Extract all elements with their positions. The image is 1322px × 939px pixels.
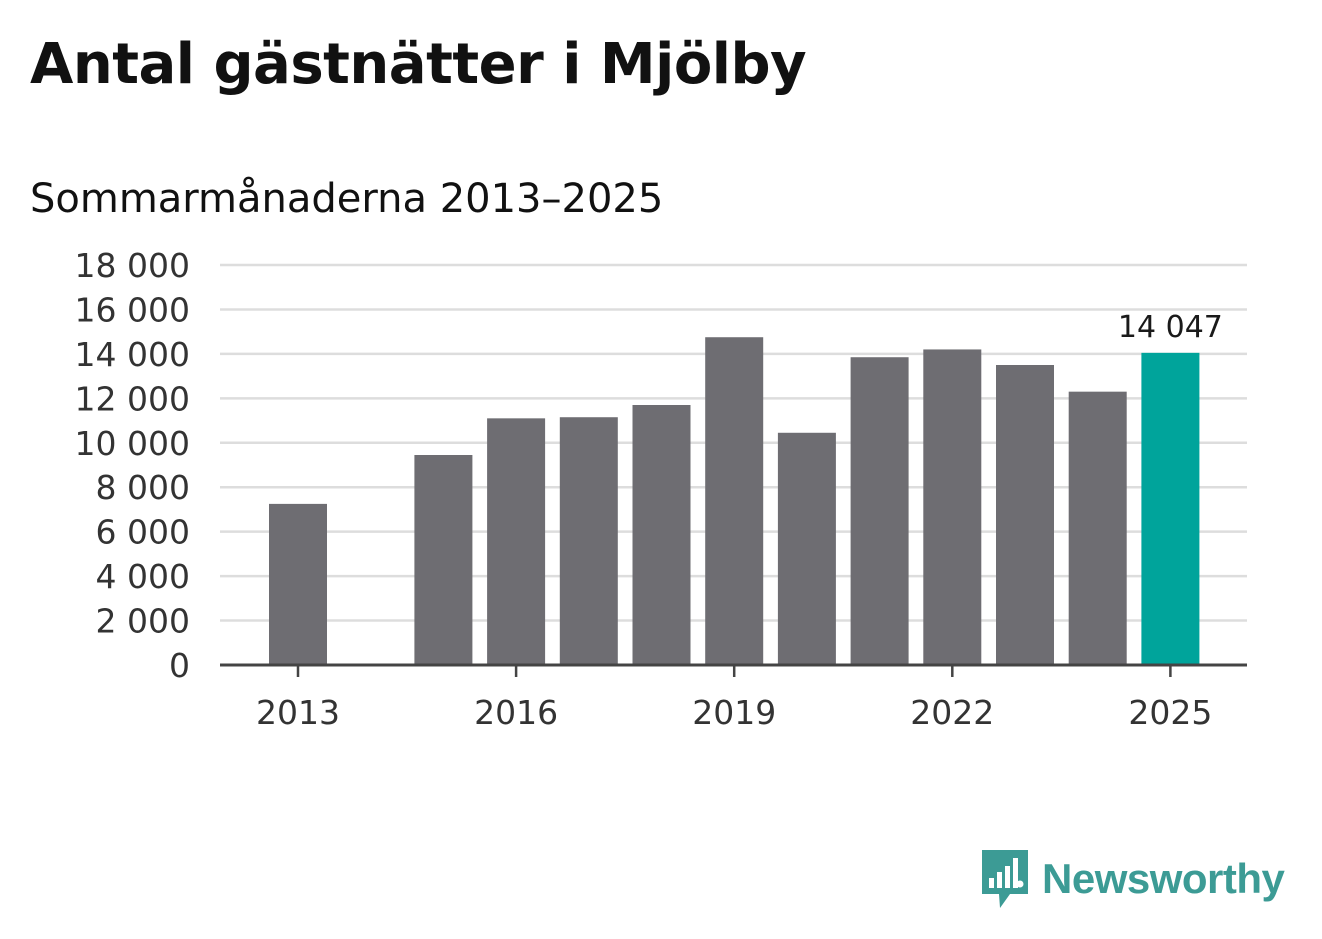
x-tick-label: 2022 [910,693,994,732]
bar-2020 [777,432,836,665]
bar-2022 [923,349,982,665]
bar-2013 [269,503,327,665]
data-label-2025: 14 047 [1118,310,1223,345]
bar-2015 [414,455,473,665]
y-tick-label: 0 [169,646,190,685]
y-tick-label: 4 000 [96,557,190,596]
chart-title: Antal gästnätter i Mjölby [30,32,807,97]
bar-2024 [1068,391,1127,665]
y-axis-ticks: 0 2 000 4 000 6 000 8 000 10 000 12 000 14 000 1… [75,246,190,685]
bar-2025 [1141,352,1200,665]
bar-2017 [559,417,618,665]
y-tick-label: 14 000 [75,335,190,374]
y-tick-label: 10 000 [75,424,190,463]
bar-2019 [705,337,764,665]
y-tick-label: 2 000 [96,602,190,641]
y-tick-label: 8 000 [96,468,190,507]
bars [269,337,1200,665]
bar-2016 [487,418,546,665]
newsworthy-logo: Newsworthy [980,848,1285,910]
bar-2023 [996,365,1054,665]
x-axis: 2013 2016 2019 2022 2025 [220,663,1247,732]
x-tick-label: 2019 [692,693,776,732]
x-tick-label: 2016 [474,693,558,732]
y-tick-label: 16 000 [75,290,190,329]
y-tick-label: 6 000 [96,513,190,552]
bar-2018 [632,405,691,665]
x-tick-label: 2013 [256,693,340,732]
data-labels: 14 047 [1118,310,1223,345]
y-tick-label: 18 000 [75,246,190,285]
bar-2021 [850,357,909,665]
chat-bubble-bar-chart-icon [982,850,1028,908]
chart-subtitle: Sommarmånaderna 2013–2025 [30,176,664,222]
y-tick-label: 12 000 [75,379,190,418]
logo-text: Newsworthy [1042,855,1285,902]
x-tick-label: 2025 [1128,693,1212,732]
